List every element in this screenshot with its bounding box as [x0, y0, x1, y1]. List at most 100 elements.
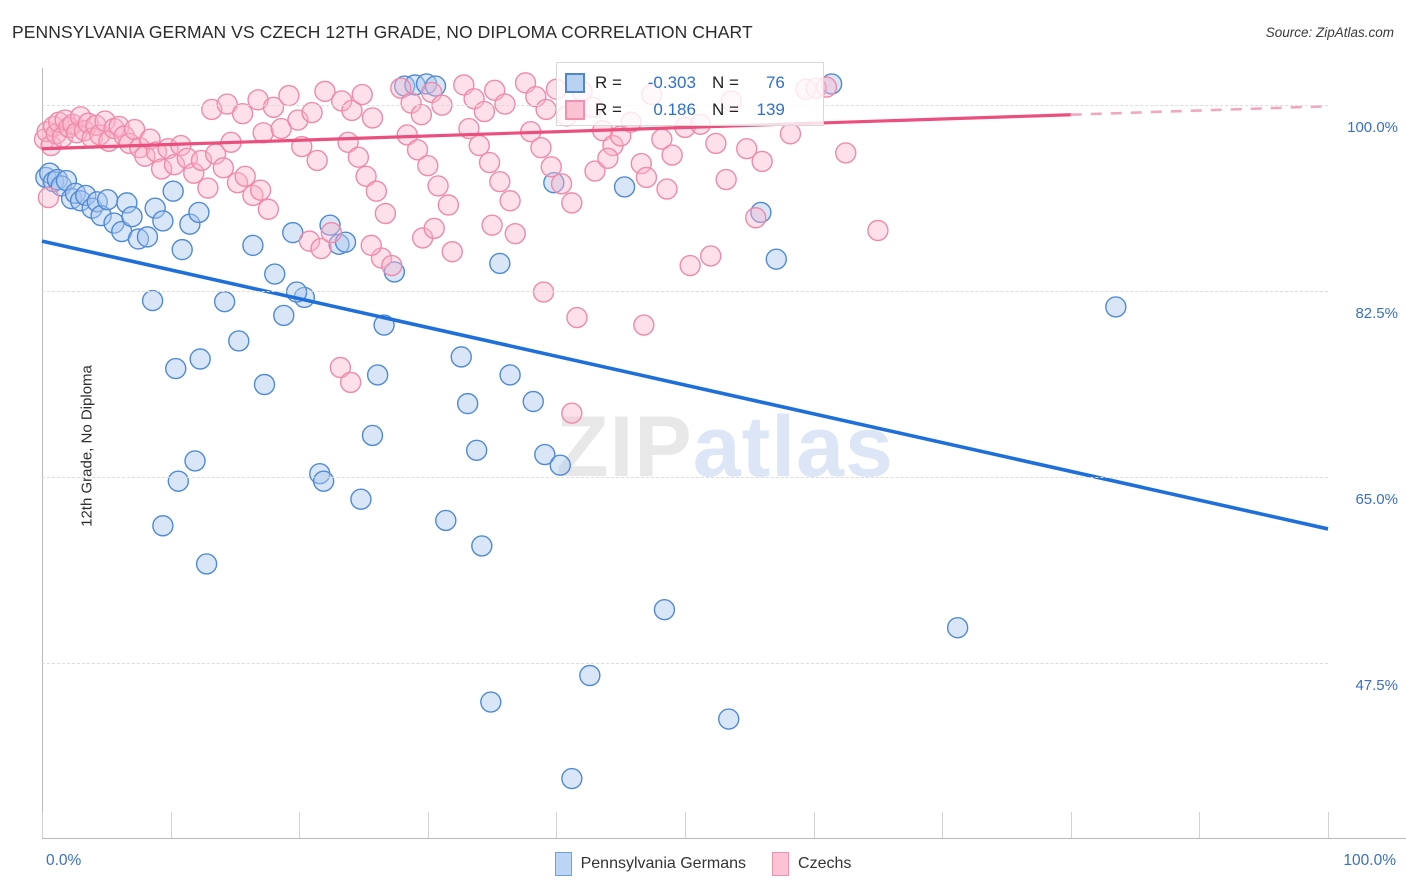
- scatter-point: [306, 149, 328, 172]
- scatter-point: [234, 165, 256, 188]
- scatter-point: [374, 202, 397, 225]
- legend-label-czechs: Czechs: [798, 855, 852, 872]
- scatter-point: [705, 132, 727, 155]
- scatter-point: [231, 102, 254, 125]
- legend-item-czechs[interactable]: Czechs: [772, 852, 851, 876]
- plot-area: ZIPatlas: [33, 68, 1329, 838]
- scatter-point: [46, 168, 69, 191]
- scatter-point: [835, 142, 857, 164]
- scatter-point: [360, 234, 382, 257]
- scatter-point: [365, 180, 388, 202]
- scatter-point: [450, 346, 472, 368]
- scatter-point: [310, 237, 332, 260]
- y-axis-tick-label: 82.5%: [1355, 305, 1398, 323]
- scatter-point: [319, 214, 341, 236]
- x-axis-tick: [813, 812, 815, 838]
- gridline: [42, 476, 1328, 478]
- scatter-point: [195, 553, 218, 575]
- scatter-point: [441, 241, 463, 263]
- scatter-point: [314, 80, 336, 103]
- scatter-point: [437, 194, 460, 216]
- scatter-point: [301, 101, 323, 124]
- scatter-point: [867, 219, 889, 242]
- scatter-point: [298, 230, 321, 252]
- scatter-point: [522, 390, 544, 413]
- scatter-point: [355, 165, 377, 188]
- x-axis-line: [42, 838, 1406, 839]
- source-attribution: Source: ZipAtlas.com: [1265, 25, 1394, 40]
- blue-n-value: 76: [765, 72, 785, 92]
- blue-r-value: -0.303: [647, 72, 696, 92]
- blue-swatch-icon: [565, 72, 585, 93]
- scatter-point: [351, 83, 373, 106]
- pink-n-label: N =: [711, 99, 739, 119]
- scatter-point: [480, 691, 502, 713]
- scatter-point: [656, 178, 678, 200]
- pink-n-value: 139: [756, 99, 785, 119]
- gridline: [42, 291, 1328, 293]
- legend-item-pennsylvania-germans[interactable]: Pennsylvania Germans: [554, 852, 746, 876]
- scatter-point: [162, 180, 184, 202]
- y-axis-tick-label: 47.5%: [1355, 676, 1398, 694]
- scatter-point: [633, 314, 655, 336]
- scatter-point: [427, 175, 449, 197]
- scatter-point: [312, 470, 335, 492]
- x-axis-tick: [556, 812, 558, 838]
- scatter-point: [329, 356, 352, 379]
- scatter-point: [736, 138, 758, 160]
- y-axis-tick-label: 65.0%: [1355, 490, 1398, 508]
- scatter-point: [152, 515, 174, 537]
- trendline: [41, 113, 1071, 151]
- correlation-stats-box: R = -0.303 N = 76 R = 0.186 N = 139: [556, 62, 824, 126]
- scatter-point: [116, 192, 138, 214]
- blue-n-label: N =: [711, 72, 739, 92]
- scatter-point: [165, 357, 187, 380]
- pink-r-value: 0.186: [653, 99, 696, 119]
- scatter-point: [381, 254, 403, 277]
- x-axis-tick: [685, 812, 686, 838]
- scatter-point: [228, 330, 250, 352]
- scatter-point: [183, 162, 205, 184]
- scatter-point: [478, 151, 501, 174]
- scatter-point: [613, 176, 636, 198]
- scatter-point: [264, 263, 286, 285]
- scatter-point: [630, 152, 652, 175]
- x-axis-tick: [170, 812, 172, 838]
- legend-swatch-blue-icon: [554, 852, 572, 876]
- scatter-point: [718, 708, 740, 730]
- scatter-point: [213, 290, 236, 313]
- scatter-point: [489, 170, 511, 193]
- scatter-point: [424, 75, 447, 97]
- scatter-point: [406, 139, 429, 161]
- scatter-point: [715, 168, 737, 191]
- scatter-point: [127, 228, 150, 250]
- scatter-point: [561, 192, 583, 214]
- x-axis-tick: [42, 812, 43, 838]
- scatter-point: [410, 104, 433, 126]
- scatter-point: [282, 221, 304, 244]
- scatter-point: [270, 117, 292, 140]
- scatter-point: [273, 304, 295, 327]
- trendline: [41, 239, 1329, 531]
- y-axis-tick-label: 100.0%: [1347, 119, 1398, 137]
- scatter-point: [550, 173, 573, 195]
- scatter-point: [471, 535, 493, 557]
- scatter-point: [597, 147, 619, 169]
- scatter-point: [456, 392, 479, 415]
- scatter-point: [171, 238, 193, 261]
- x-axis-tick: [299, 812, 301, 838]
- scatter-point: [189, 348, 211, 370]
- scatter-point: [946, 617, 969, 639]
- x-axis-tick: [427, 812, 429, 838]
- scatter-point: [540, 156, 562, 178]
- scatter-point: [535, 98, 557, 121]
- blue-r-label: R =: [595, 72, 622, 92]
- gridline: [42, 662, 1328, 664]
- scatter-point: [242, 234, 264, 257]
- scatter-point: [779, 123, 802, 145]
- scatter-point: [179, 213, 201, 235]
- scatter-point: [253, 373, 276, 396]
- scatter-point: [765, 248, 788, 270]
- scatter-point: [489, 252, 511, 275]
